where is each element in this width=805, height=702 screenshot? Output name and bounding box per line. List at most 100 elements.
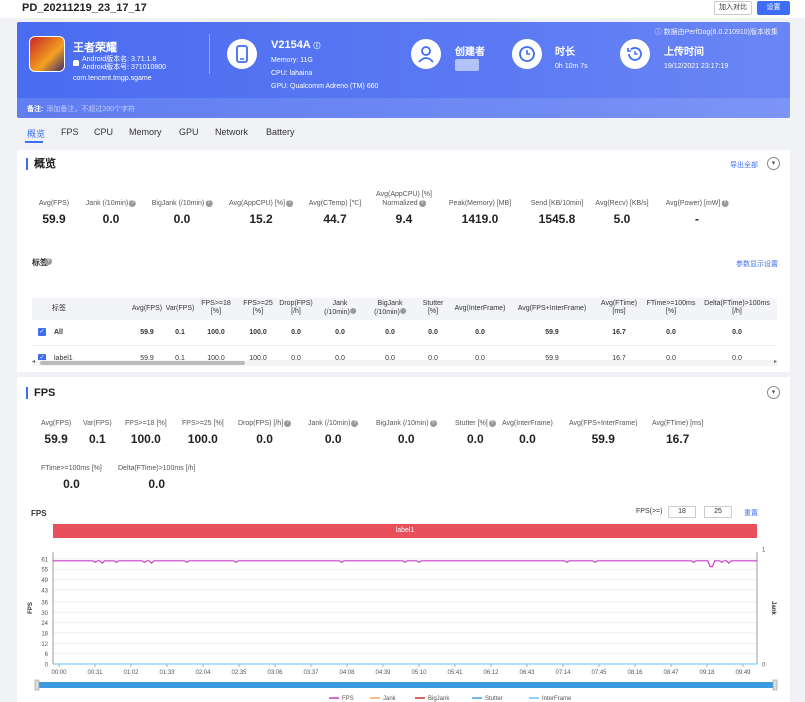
metric-value: 0.0 [173,212,191,226]
metric-label: Stutter [%]? [455,419,496,428]
clock-icon [512,39,542,69]
table-header-cell: FPS>=18 [%] [201,300,231,316]
metric-label-text: Jank (/10min) [85,200,129,207]
metric-label: Avg(InterFrame) [502,419,553,428]
y-tick-label: 30 [41,611,48,617]
notes-bar[interactable]: 备注: 添加备注，不超过200个字符 [17,98,790,118]
metric-label-line: Avg(AppCPU) [%] [376,191,432,198]
table-header-cell: FTime>=100ms [%] [647,300,696,316]
metric-label: Avg(FPS) [41,419,71,428]
metric-label-text: BigJank (/10min) [376,420,429,427]
reset-link[interactable]: 重置 [744,510,758,517]
table-header-cell: FPS>=25 [%] [243,300,273,316]
y-axis-label: FPS [28,602,34,614]
table-cell: 0.0 [666,355,676,360]
legend-label-stutter[interactable]: Stutter [485,696,503,702]
table-row[interactable]: ✓ All 59.9 0.1 100.0 100.0 0.0 0.0 0.0 0.0 0.0 59.9… [32,320,777,346]
param-settings-link[interactable]: 参数显示设置 [736,261,778,268]
header-unit: [%] [252,308,264,315]
metric-value: 0.0 [102,212,120,226]
device-memory: Memory: 11G [271,57,313,64]
tab-fps[interactable]: FPS [61,127,79,137]
table-cell: 0.0 [428,329,438,336]
metric-item: FPS>=18 [%] 100.0 [125,419,167,446]
zoom-slider-handle-left[interactable] [34,679,40,691]
header-unit: [/h] [291,308,301,315]
metric-label-text: Avg(FPS+InterFrame) [569,420,638,427]
metric-value: 1419.0 [461,212,499,226]
scroll-left-icon[interactable]: ◂ [32,359,36,365]
android-code: Android版本号: 371010800 [82,64,167,71]
help-icon[interactable]: ? [429,419,437,427]
legend-label-fps[interactable]: FPS [342,696,354,702]
metric-label: Jank (/10min)? [308,419,359,428]
data-source-note: ⓘ 数据由PerfDog(6.0.210910)版本收集 [655,27,778,37]
help-icon[interactable]: ? [205,199,213,207]
tab-network[interactable]: Network [215,127,249,137]
table-scrollbar[interactable]: ◂ ▸ [32,359,777,366]
x-tick-label: 09:49 [735,670,751,676]
legend-label-interframe[interactable]: InterFrame [542,696,572,702]
info-icon[interactable]: ⓘ [313,43,321,50]
y2-tick-label: 0 [762,663,766,669]
help-icon[interactable] [349,308,356,314]
legend-label-jank[interactable]: Jank [383,696,397,702]
help-icon[interactable]: ? [285,199,293,207]
tab-gpu[interactable]: GPU [179,127,199,137]
scroll-right-icon[interactable]: ▸ [773,359,777,365]
metric-item: Peak(Memory) [MB] 1419.0 [449,199,511,226]
header-unit: [%] [427,308,439,315]
legend-label-bigjank[interactable]: BigJank [428,696,450,702]
table-cell: 0.0 [732,329,742,336]
tab-battery[interactable]: Battery [266,127,295,137]
help-icon[interactable]: ? [721,199,729,207]
y-tick-label: 24 [41,621,48,627]
row-checkbox[interactable]: ✓ [38,328,46,336]
help-icon[interactable]: ? [284,419,292,427]
fps-threshold-input-2[interactable]: 25 [704,506,732,518]
header-unit: (/10min) [374,308,406,317]
collapse-overview-button[interactable]: ▾ [767,157,780,170]
metric-value: 5.0 [613,212,631,226]
row-checkbox[interactable]: ✓ [38,354,46,360]
x-tick-label: 06:43 [519,670,535,676]
table-row[interactable]: ✓ label1 59.9 0.1 100.0 100.0 0.0 0.0 0.0 0.0 0.0 5… [32,346,777,360]
x-tick-label: 05:41 [447,670,463,676]
y-tick-label: 0 [45,663,49,669]
collapse-fps-button[interactable]: ▾ [767,386,780,399]
help-icon[interactable]: ? [418,199,426,207]
metric-label-text: Avg(Recv) [KB/s] [595,200,649,207]
tab-memory[interactable]: Memory [129,127,162,137]
metric-value: 0.1 [88,432,106,446]
header-text: Delta(FTime)>100ms [704,300,770,307]
metric-label-text: Avg(Power) [mW] [665,200,721,207]
help-icon[interactable]: ? [488,419,496,427]
y-tick-label: 36 [41,600,48,606]
overview-card: 概览 导出全部 ▾ Avg(FPS) 59.9 Jank (/10min)? 0.0 B… [17,150,790,372]
fps-threshold-input-1[interactable]: 18 [668,506,696,518]
settings-button[interactable]: 设置 [757,1,790,15]
notes-input[interactable]: 添加备注，不超过200个字符 [46,106,136,113]
metric-value: 15.2 [249,212,273,226]
tab-cpu[interactable]: CPU [94,127,114,137]
divider [209,34,210,74]
tab-overview[interactable]: 概览 [27,129,46,139]
scrollbar-thumb[interactable] [40,361,245,365]
label-bar[interactable]: label1 [53,524,757,538]
add-compare-button[interactable]: 加入对比 [714,1,752,15]
fps-chart[interactable]: 0 6 12 18 24 30 36 43 49 55 61 0 1 FPS Jank 00:00 00:31 0… [17,540,790,702]
zoom-slider-handle-right[interactable] [772,679,778,691]
help-icon[interactable]: ? [351,419,359,427]
export-all-link[interactable]: 导出全部 [730,162,758,169]
metric-item: FTime>=100ms [%] 0.0 [41,464,102,491]
help-icon[interactable]: ? [45,258,52,266]
phone-icon [227,39,257,69]
info-icon: ⓘ [654,29,664,36]
header-text: Drop(FPS) [279,300,313,307]
user-icon [411,39,441,69]
help-icon[interactable]: ? [129,199,137,207]
zoom-slider-track[interactable] [37,682,775,688]
help-icon[interactable] [399,308,406,314]
x-tick-label: 08:47 [663,670,679,676]
metric-label-text: Send [KB/10min] [530,200,584,207]
